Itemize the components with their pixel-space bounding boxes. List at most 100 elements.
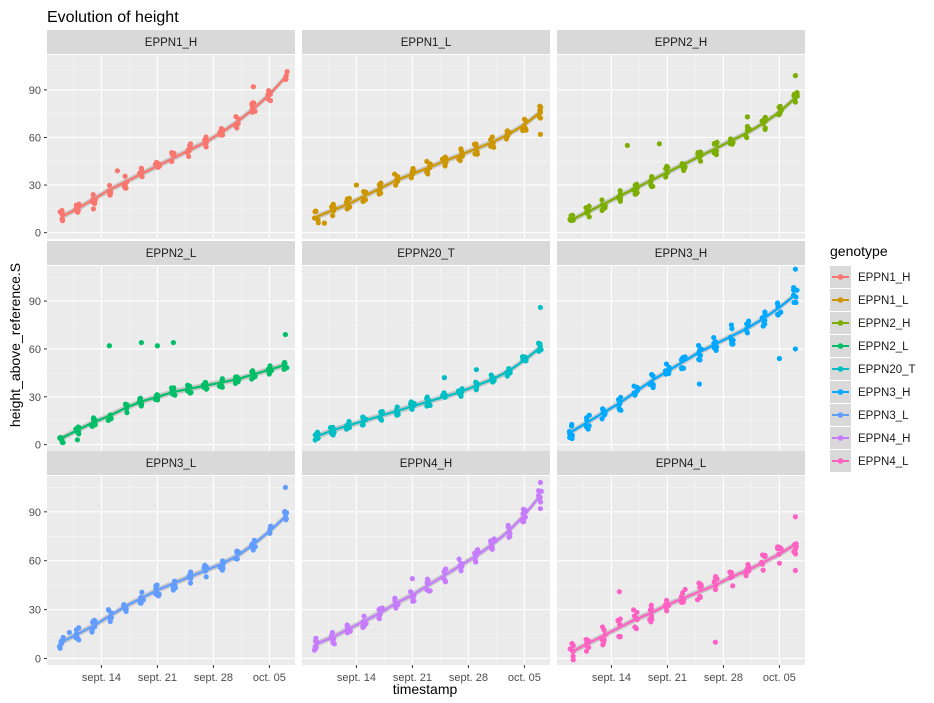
confidence-band [316,344,541,440]
data-point [649,183,655,189]
data-point [583,648,590,654]
data-point [568,423,575,429]
panel-strip [47,241,295,265]
panel-strip-label: EPPN20_T [397,248,455,260]
data-point [106,182,113,189]
panel-strip [302,241,550,265]
trend-line [315,494,542,645]
x-tick-label: sept. 14 [592,672,631,684]
panel-strip-label: EPPN2_L [146,248,197,260]
data-point [694,597,701,603]
data-point [647,616,653,623]
data-point [91,200,98,206]
x-tick-label: oct. 05 [508,672,541,684]
legend-label: EPPN2_L [858,341,909,353]
panel-eppn1_l: EPPN1_L [302,30,550,239]
data-point [586,214,592,220]
legend-label: EPPN1_L [858,295,909,307]
data-point [203,564,210,570]
data-point [169,151,175,157]
y-tick-label: 30 [29,605,41,617]
data-point [599,197,605,203]
legend-key-point [837,389,844,395]
data-point [344,622,350,628]
data-point [664,166,670,172]
data-point [90,192,96,198]
y-tick-label: 30 [29,392,41,404]
data-point [537,304,544,311]
data-point [730,337,736,343]
data-point [458,148,465,155]
data-point [474,151,480,157]
data-point [712,639,719,645]
y-tick-label: 90 [29,507,41,519]
data-point [321,220,327,226]
panel-background [47,476,295,665]
data-point [570,653,576,659]
data-point [124,410,130,416]
data-point [760,567,766,573]
x-tick-label: sept. 14 [82,672,121,684]
data-point [218,125,225,132]
data-point [570,657,576,663]
legend-key-point [837,297,844,303]
data-point [728,322,735,328]
data-point [648,602,654,608]
confidence-band [61,74,286,220]
data-point [538,488,544,494]
legend-label: EPPN3_L [858,410,909,422]
data-point [409,576,415,582]
panel-background [557,55,805,239]
data-point [695,342,702,349]
trend-line [315,346,542,438]
confidence-band [571,94,796,223]
panel-eppn4_l: EPPN4_L sept. 14 sept. 21 sept. 28 oct. 05 [557,451,805,684]
data-point [568,213,574,219]
data-point [712,586,719,593]
data-point [353,182,359,188]
data-point [793,299,799,306]
panel-eppn3_h: EPPN3_H [557,241,805,451]
data-point [313,635,319,641]
data-point [617,196,623,202]
data-point [537,505,544,512]
data-point [504,128,510,134]
panel-background [302,55,550,239]
data-point [138,402,144,408]
legend-item-eppn3_l: EPPN3_L [830,404,909,426]
data-point [330,213,336,219]
data-point [535,340,542,346]
y-tick-label: 30 [29,180,41,192]
data-point [776,560,783,566]
data-point [138,165,144,171]
data-point [679,599,685,605]
data-point [66,629,72,636]
panel-strip-label: EPPN4_H [400,458,452,470]
data-point [458,568,464,574]
y-tick-label: 90 [29,85,41,97]
panel-strip-label: EPPN3_L [146,458,197,470]
trend-line [570,543,796,653]
data-point [488,137,494,143]
data-point [473,367,479,373]
data-point [791,285,797,291]
data-point [696,381,703,387]
panel-strip-label: EPPN2_H [655,37,707,49]
x-tick-label: sept. 14 [337,672,376,684]
data-point [59,218,66,224]
data-point [425,171,431,177]
data-point [170,339,176,346]
data-point [616,589,623,595]
data-point [586,423,592,429]
data-point [569,435,575,442]
data-point [313,644,319,650]
panel-strip [557,30,805,54]
data-point [711,150,717,156]
data-point [586,412,592,418]
data-point [601,627,607,633]
data-point [520,519,526,525]
data-point [59,210,65,216]
panel-strip [47,451,295,475]
data-point [329,629,335,636]
data-point [506,533,513,539]
